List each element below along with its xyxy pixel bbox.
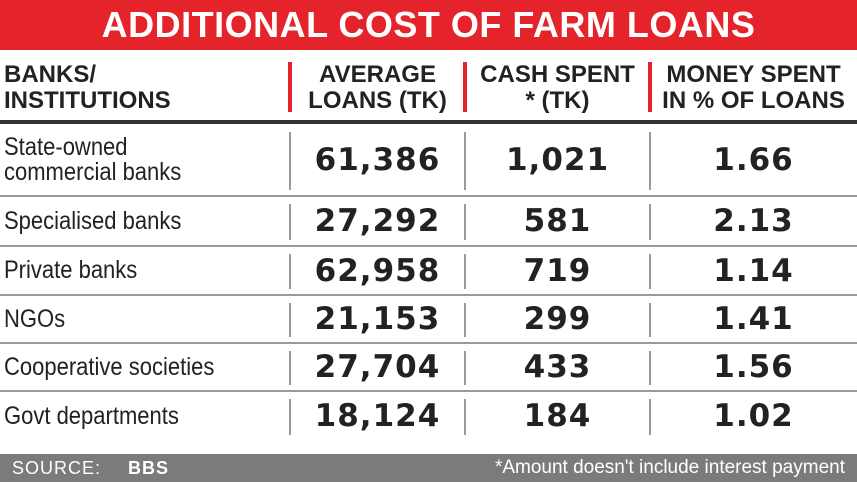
column-divider (649, 399, 651, 435)
row-label: Govt departments (4, 401, 179, 430)
column-divider (464, 204, 466, 240)
header-cell: INSTITUTIONS (4, 87, 171, 114)
header-cell: IN % OF LOANS (662, 87, 845, 114)
header-divider (463, 62, 467, 112)
cell-value: 1.02 (713, 398, 794, 434)
row-rule (0, 390, 857, 392)
column-divider (464, 132, 466, 190)
row-label: NGOs (4, 304, 66, 333)
row-label: Cooperative societies (4, 352, 215, 381)
title: ADDITIONAL COST OF FARM LOANS (0, 0, 857, 50)
column-divider (289, 254, 291, 289)
row-rule (0, 245, 857, 247)
column-divider (649, 303, 651, 337)
column-divider (289, 351, 291, 385)
header-cell: CASH SPENT (480, 61, 635, 88)
row-label: commercial banks (4, 158, 182, 186)
footer: SOURCE: BBS *Amount doesn't include inte… (0, 454, 857, 482)
header-cell: * (TK) (525, 87, 590, 114)
cell-value: 1,021 (505, 142, 610, 178)
column-divider (464, 351, 466, 385)
row-label: Specialised banks (4, 206, 182, 235)
row-rule (0, 294, 857, 296)
header-cell: MONEY SPENT (666, 61, 841, 88)
column-divider (289, 204, 291, 240)
cell-value: 1.66 (713, 142, 794, 178)
column-divider (649, 204, 651, 240)
header-divider (288, 62, 292, 112)
row-rule (0, 342, 857, 344)
cell-value: 61,386 (314, 142, 441, 178)
column-divider (649, 132, 651, 190)
header-cell: LOANS (TK) (308, 87, 447, 114)
source-label: SOURCE: (12, 458, 102, 478)
cell-value: 184 (523, 398, 592, 434)
cell-value: 27,292 (314, 203, 441, 239)
column-divider (289, 399, 291, 435)
cell-value: 21,153 (314, 301, 441, 337)
header-divider (648, 62, 652, 112)
row-rule (0, 195, 857, 197)
column-divider (464, 303, 466, 337)
row-label: Private banks (4, 256, 138, 284)
header-cell: BANKS/ (4, 61, 97, 88)
column-divider (464, 399, 466, 435)
cell-value: 1.14 (713, 252, 794, 289)
header-rule (0, 120, 857, 124)
cell-value: 299 (523, 301, 592, 337)
cell-value: 581 (523, 203, 592, 239)
column-divider (289, 303, 291, 337)
cell-value: 433 (523, 349, 592, 385)
column-divider (289, 132, 291, 190)
column-divider (464, 254, 466, 289)
cell-value: 18,124 (314, 398, 441, 434)
cell-value: 719 (523, 252, 592, 289)
source: BBS (128, 458, 170, 478)
column-divider (649, 254, 651, 289)
row-label: State-owned (4, 133, 128, 161)
header-cell: AVERAGE (319, 61, 436, 88)
note: *Amount doesn't include interest payment (494, 457, 845, 478)
cell-value: 1.41 (713, 301, 794, 337)
cell-value: 1.56 (713, 349, 794, 385)
cell-value: 2.13 (713, 203, 794, 239)
column-divider (649, 351, 651, 385)
cell-value: 62,958 (314, 252, 441, 289)
cell-value: 27,704 (314, 349, 441, 385)
